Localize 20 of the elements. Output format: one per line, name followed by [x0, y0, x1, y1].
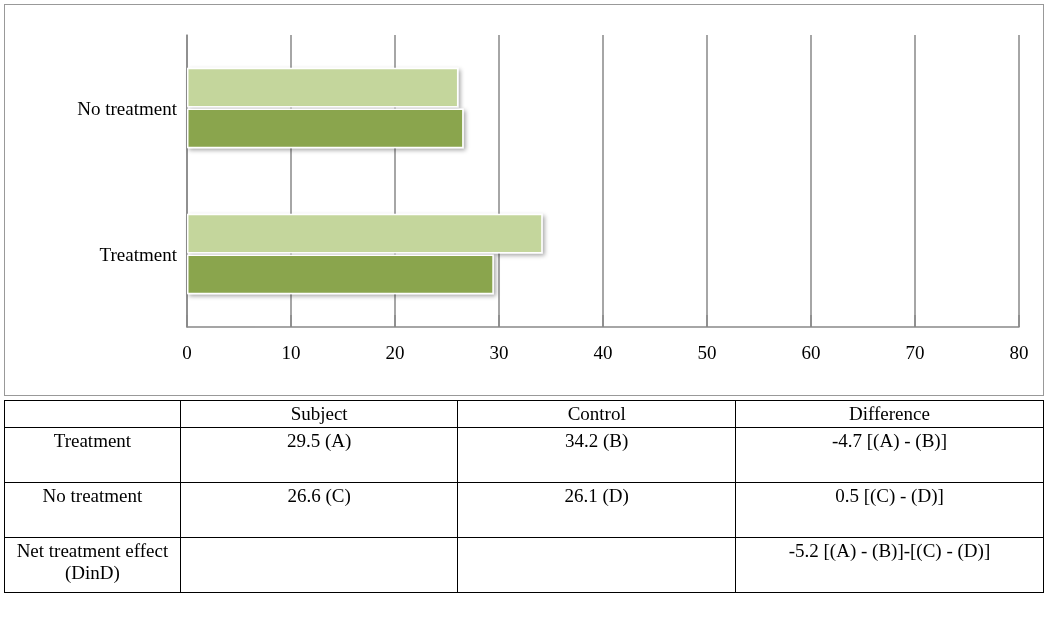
text: -5.2 [(A) - (B)]-[(C) - (D)] [735, 537, 1044, 593]
text: 29.5 (A) [180, 427, 458, 483]
text: Subject [180, 400, 458, 428]
x-tick-label: 20 [385, 342, 405, 363]
text: 26.1 (D) [457, 482, 736, 538]
text: 34.2 (B) [457, 427, 736, 483]
x-tick-label: 0 [182, 342, 192, 363]
x-tick-label: 50 [697, 342, 717, 363]
x-tick-label: 30 [489, 342, 509, 363]
text: -4.7 [(A) - (B)] [735, 427, 1044, 483]
text: Difference [735, 400, 1044, 428]
text: 0.5 [(C) - (D)] [735, 482, 1044, 538]
text: Control [457, 400, 736, 428]
text: Net treatment effect (DinD) [4, 537, 181, 593]
text: 26.6 (C) [180, 482, 458, 538]
x-tick-label: 80 [1009, 342, 1029, 363]
x-tick-label: 10 [281, 342, 301, 363]
x-tick-label: 70 [905, 342, 925, 363]
x-tick-label: 60 [801, 342, 821, 363]
x-tick-label: 40 [593, 342, 613, 363]
